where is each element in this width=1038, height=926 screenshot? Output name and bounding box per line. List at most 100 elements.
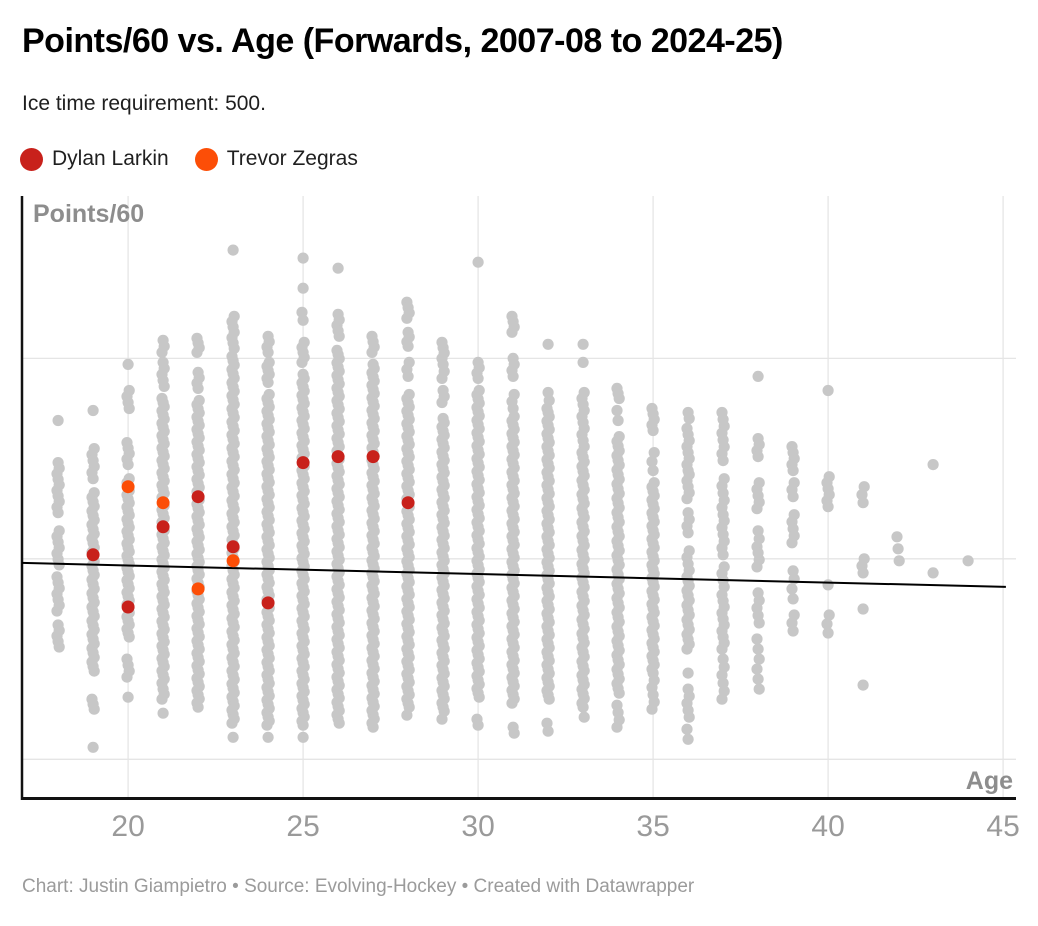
forward-dot xyxy=(893,555,905,567)
forward-dot xyxy=(297,719,309,731)
forward-dot xyxy=(647,424,659,437)
forward-dot xyxy=(683,711,695,723)
forward-dot xyxy=(262,376,274,388)
background-dots xyxy=(51,244,974,753)
forward-dot xyxy=(857,567,869,579)
forward-dot xyxy=(366,346,378,358)
forward-dot xyxy=(611,721,623,733)
forward-dot xyxy=(122,459,134,471)
forward-dot xyxy=(227,244,239,256)
forward-dot xyxy=(402,370,414,382)
forward-dot xyxy=(227,731,239,743)
legend-item-dylan-larkin: Dylan Larkin xyxy=(20,147,169,171)
player-dot xyxy=(191,490,205,504)
legend-item-trevor-zegras: Trevor Zegras xyxy=(194,147,358,171)
forward-dot xyxy=(122,691,134,703)
forward-dot xyxy=(578,711,590,723)
forward-dot xyxy=(752,370,764,382)
legend-swatch-trevor-zegras-icon xyxy=(194,147,218,171)
forward-dot xyxy=(646,703,658,715)
forward-dot xyxy=(472,719,484,731)
forward-dot xyxy=(157,707,169,719)
forward-dot xyxy=(613,687,625,699)
forward-dot xyxy=(612,414,624,427)
forward-dot xyxy=(123,402,135,415)
x-tick-label: 45 xyxy=(986,810,1019,843)
forward-dot xyxy=(787,465,799,477)
forward-dot xyxy=(507,370,519,382)
forward-dot xyxy=(191,346,203,358)
forward-dot xyxy=(647,465,659,477)
forward-dot xyxy=(753,653,765,665)
legend-label-trevor-zegras: Trevor Zegras xyxy=(226,147,358,170)
forward-dot xyxy=(786,537,798,549)
forward-dot xyxy=(927,459,939,471)
forward-dot xyxy=(962,555,974,567)
forward-dot xyxy=(156,346,168,358)
forward-dot xyxy=(857,497,869,509)
forward-dot xyxy=(87,473,99,485)
forward-dot xyxy=(87,741,99,753)
gridlines xyxy=(22,196,1016,800)
forward-dot xyxy=(682,667,694,679)
forward-dot xyxy=(682,527,694,539)
forward-dot xyxy=(681,493,693,505)
player-dot xyxy=(261,596,275,610)
forward-dot xyxy=(682,733,694,745)
forward-dot xyxy=(822,384,834,397)
forward-dot xyxy=(297,252,309,264)
x-tick-label: 40 xyxy=(811,810,844,843)
forward-dot xyxy=(333,330,345,342)
forward-dot xyxy=(787,491,799,503)
forward-dot xyxy=(823,609,835,621)
forward-dot xyxy=(332,262,344,274)
x-tick-label: 25 xyxy=(286,810,319,843)
forward-dot xyxy=(88,665,100,677)
forward-dot xyxy=(401,312,413,324)
forward-dot xyxy=(473,691,485,703)
chart-subtitle: Ice time requirement: 500. xyxy=(22,92,266,115)
forward-dot xyxy=(822,627,834,639)
chart-footer: Chart: Justin Giampietro • Source: Evolv… xyxy=(22,876,695,897)
player-dot xyxy=(121,480,135,494)
legend-label-dylan-larkin: Dylan Larkin xyxy=(52,147,169,170)
forward-dot xyxy=(648,447,660,459)
forward-dot xyxy=(752,673,764,685)
forward-dot xyxy=(716,643,728,655)
forward-dot xyxy=(52,414,64,427)
forward-dot xyxy=(53,559,65,571)
forward-dot xyxy=(892,543,904,555)
player-dot xyxy=(226,540,240,554)
forward-dot xyxy=(506,326,518,338)
forward-dot xyxy=(297,282,309,294)
player-dot xyxy=(331,450,345,464)
forward-dot xyxy=(751,503,763,515)
forward-dot xyxy=(717,455,729,467)
forward-dot xyxy=(717,549,729,561)
player-dot xyxy=(296,456,310,470)
x-tick-label: 35 xyxy=(636,810,669,843)
forward-dot xyxy=(891,531,903,543)
forward-dot xyxy=(53,641,65,653)
forward-dot xyxy=(611,404,623,417)
forward-dot xyxy=(646,456,658,468)
forward-dot xyxy=(436,396,448,409)
forward-dot xyxy=(577,338,589,350)
forward-dot xyxy=(542,338,554,350)
forward-dot xyxy=(822,501,834,513)
forward-dot xyxy=(753,683,765,695)
forward-dot xyxy=(821,618,833,630)
forward-dot xyxy=(52,507,64,519)
forward-dot xyxy=(121,671,133,683)
forward-dot xyxy=(88,703,100,715)
forward-dot xyxy=(297,731,309,743)
forward-dot xyxy=(753,617,765,629)
forward-dot xyxy=(472,256,484,268)
forward-dot xyxy=(192,701,204,713)
trend-line xyxy=(21,561,1006,588)
chart-title: Points/60 vs. Age (Forwards, 2007-08 to … xyxy=(22,22,783,60)
series-trevor-zegras xyxy=(121,480,240,596)
forward-dot xyxy=(158,380,170,392)
forward-dot xyxy=(752,451,764,463)
